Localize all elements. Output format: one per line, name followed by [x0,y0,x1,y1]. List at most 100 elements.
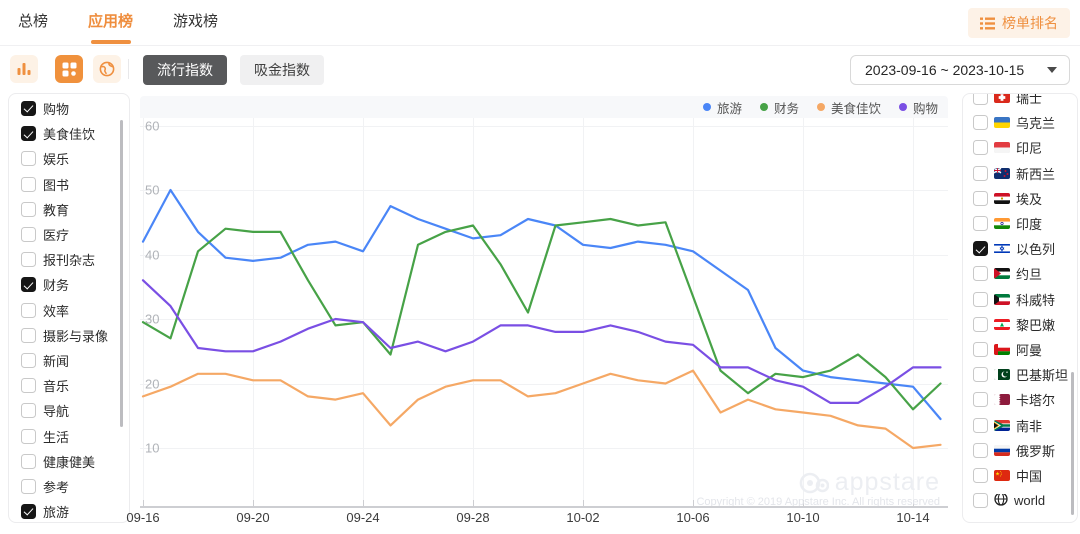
v-gridline-10-14 [913,118,914,508]
checkbox-乌克兰[interactable] [973,115,988,131]
category-item-效率[interactable]: 效率 [9,298,129,323]
x-axis-label-10-10: 10-10 [786,510,820,525]
country-item-印度[interactable]: 印度 [963,211,1077,236]
checkbox-新闻[interactable] [21,352,36,368]
country-item-南非[interactable]: 南非 [963,412,1077,437]
country-item-俄罗斯[interactable]: 俄罗斯 [963,438,1077,463]
category-item-教育[interactable]: 教育 [9,197,129,222]
x-axis-line [140,505,948,508]
category-item-导航[interactable]: 导航 [9,398,129,423]
checkbox-导航[interactable] [21,403,36,419]
country-item-中国[interactable]: 中国 [963,463,1077,488]
checkbox-报刊杂志[interactable] [21,252,36,268]
checkbox-美食佳饮[interactable] [21,126,36,142]
country-item-印尼[interactable]: 印尼 [963,135,1077,160]
category-item-娱乐[interactable]: 娱乐 [9,146,129,171]
label-黎巴嫩: 黎巴嫩 [1016,317,1056,333]
checkbox-印度[interactable] [973,216,988,232]
checkbox-埃及[interactable] [973,190,988,206]
checkbox-健康健美[interactable] [21,453,36,469]
category-item-图书[interactable]: 图书 [9,172,129,197]
metric-button-流行指数[interactable]: 流行指数 [143,55,227,85]
tab-应用榜[interactable]: 应用榜 [80,0,141,46]
tab-游戏榜[interactable]: 游戏榜 [173,13,219,30]
checkbox-约旦[interactable] [973,266,988,282]
country-item-巴基斯坦[interactable]: 巴基斯坦 [963,362,1077,387]
checkbox-巴基斯坦[interactable] [973,367,988,383]
grid-view-button[interactable] [55,55,83,83]
checkbox-中国[interactable] [973,467,988,483]
category-item-生活[interactable]: 生活 [9,423,129,448]
bar-chart-view-button[interactable] [10,55,38,83]
label-教育: 教育 [43,202,70,218]
country-item-瑞士[interactable]: 瑞士 [963,94,1077,110]
metric-button-吸金指数[interactable]: 吸金指数 [240,55,324,85]
checkbox-参考[interactable] [21,478,36,494]
category-item-参考[interactable]: 参考 [9,474,129,499]
rank-list-button[interactable]: 榜单排名 [968,8,1070,38]
category-item-健康健美[interactable]: 健康健美 [9,449,129,474]
flag-icon-新西兰 [994,167,1010,179]
category-item-音乐[interactable]: 音乐 [9,373,129,398]
checkbox-卡塔尔[interactable] [973,392,988,408]
country-item-约旦[interactable]: 约旦 [963,261,1077,286]
checkbox-新西兰[interactable] [973,165,988,181]
checkbox-教育[interactable] [21,201,36,217]
checkbox-生活[interactable] [21,428,36,444]
category-item-购物[interactable]: 购物 [9,96,129,121]
category-item-美食佳饮[interactable]: 美食佳饮 [9,121,129,146]
metric-toggle-group: 流行指数 吸金指数 [143,55,324,85]
label-中国: 中国 [1016,468,1043,484]
legend-item-财务[interactable]: 财务 [759,98,799,117]
checkbox-效率[interactable] [21,302,36,318]
checkbox-图书[interactable] [21,176,36,192]
date-range-select[interactable]: 2023-09-16 ~ 2023-10-15 [850,55,1070,85]
country-item-阿曼[interactable]: 阿曼 [963,337,1077,362]
checkbox-旅游[interactable] [21,504,36,520]
country-sidebar-scrollbar[interactable] [1071,372,1074,515]
category-item-医疗[interactable]: 医疗 [9,222,129,247]
x-axis-tick-09-16 [143,499,144,506]
label-乌克兰: 乌克兰 [1016,116,1056,132]
category-item-摄影与录像[interactable]: 摄影与录像 [9,323,129,348]
checkbox-医疗[interactable] [21,227,36,243]
country-item-埃及[interactable]: 埃及 [963,186,1077,211]
checkbox-南非[interactable] [973,417,988,433]
checkbox-黎巴嫩[interactable] [973,316,988,332]
legend-item-美食佳饮[interactable]: 美食佳饮 [816,98,881,117]
checkbox-科威特[interactable] [973,291,988,307]
checkbox-瑞士[interactable] [973,94,988,106]
category-item-新闻[interactable]: 新闻 [9,348,129,373]
tab-总榜[interactable]: 总榜 [18,13,49,30]
checkbox-以色列[interactable] [973,241,988,257]
flag-icon-埃及 [994,192,1010,204]
active-tab-underline [90,40,131,44]
country-item-world[interactable]: world [963,488,1077,513]
checkbox-娱乐[interactable] [21,151,36,167]
legend-item-旅游[interactable]: 旅游 [702,98,742,117]
country-item-以色列[interactable]: 以色列 [963,236,1077,261]
category-item-旅游[interactable]: 旅游 [9,499,129,522]
category-sidebar-scrollbar[interactable] [120,120,123,427]
category-item-财务[interactable]: 财务 [9,272,129,297]
category-item-报刊杂志[interactable]: 报刊杂志 [9,247,129,272]
globe-view-button[interactable] [93,55,121,83]
country-item-黎巴嫩[interactable]: 黎巴嫩 [963,312,1077,337]
checkbox-音乐[interactable] [21,378,36,394]
x-axis-label-09-28: 09-28 [456,510,490,525]
checkbox-阿曼[interactable] [973,341,988,357]
country-item-新西兰[interactable]: 新西兰 [963,161,1077,186]
checkbox-财务[interactable] [21,277,36,293]
label-参考: 参考 [43,479,70,495]
checkbox-购物[interactable] [21,101,36,117]
country-item-卡塔尔[interactable]: 卡塔尔 [963,387,1077,412]
checkbox-world[interactable] [973,493,988,509]
checkbox-印尼[interactable] [973,140,988,156]
checkbox-摄影与录像[interactable] [21,327,36,343]
country-item-乌克兰[interactable]: 乌克兰 [963,110,1077,135]
checkbox-俄罗斯[interactable] [973,442,988,458]
country-item-科威特[interactable]: 科威特 [963,287,1077,312]
flag-icon-以色列 [994,243,1010,255]
x-axis-tick-10-10 [803,499,804,506]
legend-item-购物[interactable]: 购物 [898,98,938,117]
